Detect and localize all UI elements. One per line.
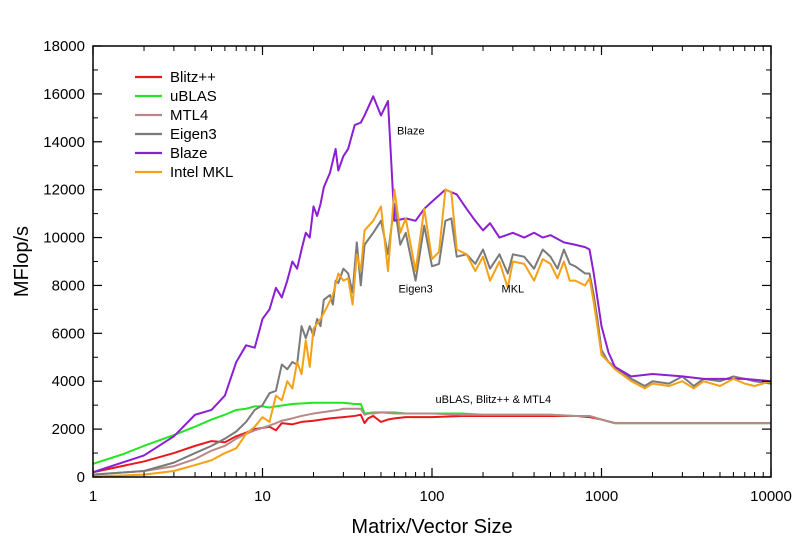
series-layer xyxy=(92,95,772,478)
y-tick-label: 0 xyxy=(77,469,85,486)
legend: Blitz++ uBLAS MTL4 Eigen3 Blaze Intel MKL xyxy=(135,69,233,181)
legend-label: uBLAS xyxy=(170,88,217,105)
y-tick-label: 4000 xyxy=(52,373,85,390)
legend-label: Eigen3 xyxy=(170,126,217,143)
legend-label: Blaze xyxy=(170,145,208,162)
x-tick-label: 1 xyxy=(89,488,97,505)
series-line-blaze xyxy=(92,95,772,474)
y-tick-label: 8000 xyxy=(52,277,85,294)
y-tick-label: 12000 xyxy=(43,182,85,199)
x-tick-label: 10000 xyxy=(750,488,792,505)
ticks-layer: 1 10 100 1000 10000 0 2000 4000 6000 8000 10000 120… xyxy=(43,38,792,505)
annotation-label: Blaze xyxy=(397,126,425,138)
x-axis-title: Matrix/Vector Size xyxy=(351,516,512,538)
annotation-label: uBLAS, Blitz++ & MTL4 xyxy=(436,394,552,406)
legend-label: MTL4 xyxy=(170,107,208,124)
y-tick-label: 16000 xyxy=(43,86,85,103)
y-tick-label: 18000 xyxy=(43,38,85,55)
x-tick-label: 100 xyxy=(419,488,444,505)
legend-label: Intel MKL xyxy=(170,164,233,181)
series-line-ublas xyxy=(92,401,771,465)
y-tick-label: 10000 xyxy=(43,230,85,247)
legend-label: Blitz++ xyxy=(170,69,216,86)
series-line-intel-mkl xyxy=(92,188,772,478)
annotation-label: MKL xyxy=(502,284,525,296)
annotation-layer: Blaze Eigen3 MKL uBLAS, Blitz++ & MTL4 xyxy=(397,126,551,406)
x-tick-label: 10 xyxy=(254,488,271,505)
x-tick-label: 1000 xyxy=(585,488,618,505)
annotation-label: Eigen3 xyxy=(398,284,432,296)
y-tick-label: 14000 xyxy=(43,134,85,151)
series-line-eigen3 xyxy=(92,203,772,476)
y-tick-label: 6000 xyxy=(52,325,85,342)
y-axis-title: MFlop/s xyxy=(11,226,33,297)
y-tick-label: 2000 xyxy=(52,421,85,438)
